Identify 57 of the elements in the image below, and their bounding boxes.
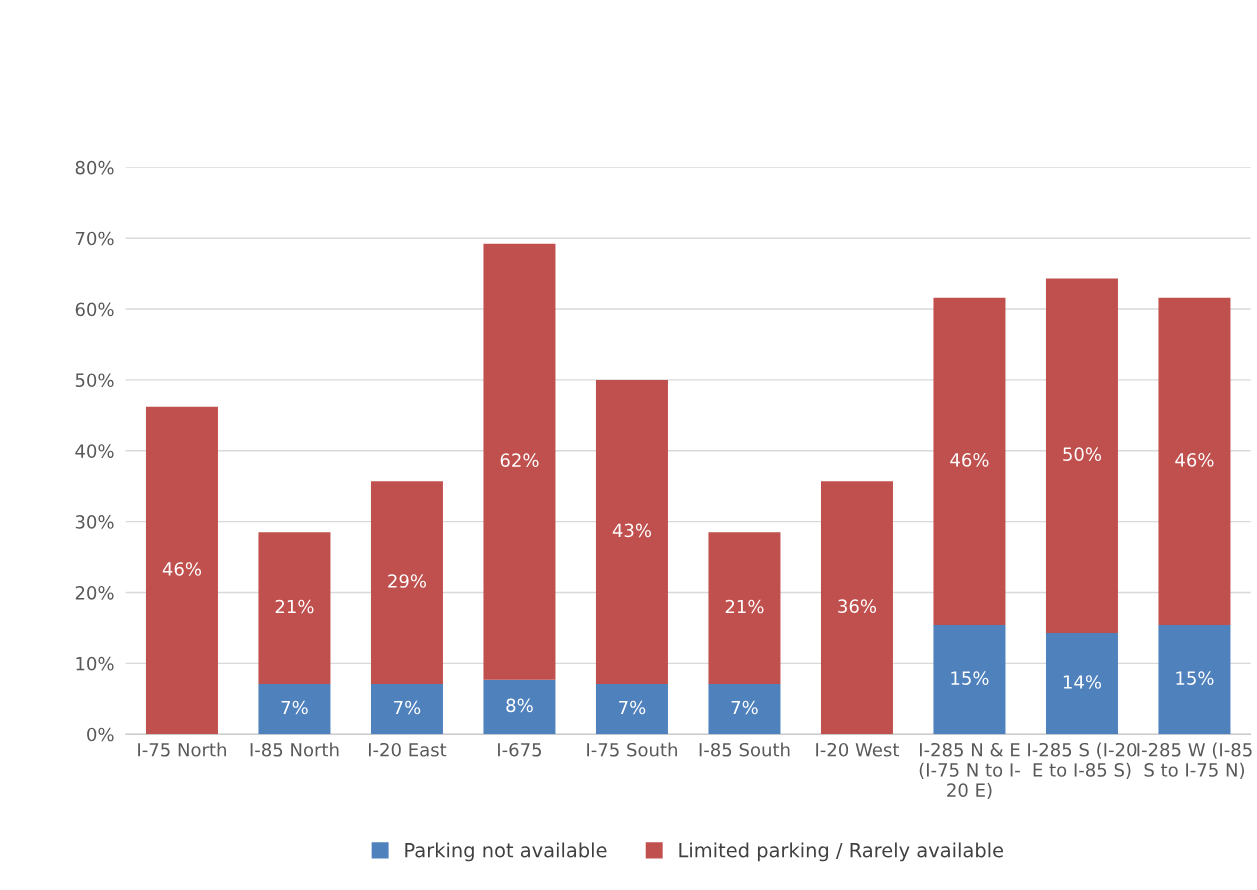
data-label: 14% (1063, 675, 1102, 689)
legend-label: Limited parking / Rarely available (679, 842, 1004, 862)
data-label: 46% (162, 562, 202, 576)
data-label: 21% (275, 599, 314, 614)
x-tick-label: I-675 (498, 742, 542, 757)
y-tick-label: 30% (75, 515, 114, 529)
data-label: 43% (612, 523, 652, 538)
y-tick-label: 60% (75, 302, 114, 317)
y-tick-label: 40% (75, 444, 114, 458)
bar (1045, 632, 1118, 735)
bar (258, 683, 331, 735)
bar (708, 683, 781, 735)
data-label: 46% (1175, 453, 1214, 467)
x-tick-label: I-20 East (368, 742, 447, 757)
x-tick-label: I-85 North (250, 742, 339, 757)
bar (1158, 625, 1231, 735)
y-tick-label: 80% (75, 160, 114, 175)
x-tick-label: I-75 South (587, 742, 677, 757)
x-tick-label: I-285 N & E (I-75 N to I- 20 E) (919, 742, 1020, 800)
bar (258, 532, 331, 684)
bar (145, 406, 218, 735)
x-tick-label: I-285 S (I-20 E to I-85 S) (1028, 742, 1137, 779)
bar (933, 297, 1006, 626)
data-label: 7% (281, 700, 308, 715)
bar (708, 532, 781, 684)
data-label: 62% (500, 453, 539, 468)
bar (483, 679, 556, 735)
bar (370, 481, 443, 684)
data-label: 29% (388, 574, 427, 588)
bar (595, 683, 668, 735)
data-label: 7% (394, 700, 421, 715)
data-label: 15% (1176, 671, 1214, 685)
data-label: 8% (506, 698, 533, 713)
legend-label: Parking not available (405, 842, 607, 862)
bar (820, 481, 893, 735)
y-tick-label: 70% (75, 231, 114, 246)
data-label: 50% (1063, 447, 1102, 461)
bar (595, 379, 668, 684)
bar (370, 683, 443, 735)
x-tick-label: I-75 North (138, 742, 226, 757)
bar (933, 625, 1006, 735)
x-tick-label: I-85 South (699, 742, 790, 757)
y-tick-label: 0% (87, 727, 114, 742)
data-label: 21% (725, 599, 764, 614)
bar (1158, 297, 1231, 626)
bar (483, 243, 556, 680)
data-label: 7% (731, 700, 758, 715)
data-label: 46% (950, 453, 989, 467)
x-tick-label: I-20 West (816, 742, 899, 757)
y-tick-label: 20% (75, 585, 114, 600)
data-label: 36% (838, 599, 877, 613)
bar (1045, 278, 1118, 633)
data-label: 15% (951, 671, 989, 685)
y-tick-label: 10% (76, 656, 114, 671)
x-tick-label: I-285 W (I-85 S to I-75 N) (1137, 742, 1252, 779)
y-tick-label: 50% (75, 373, 114, 388)
data-label: 7% (619, 700, 646, 715)
